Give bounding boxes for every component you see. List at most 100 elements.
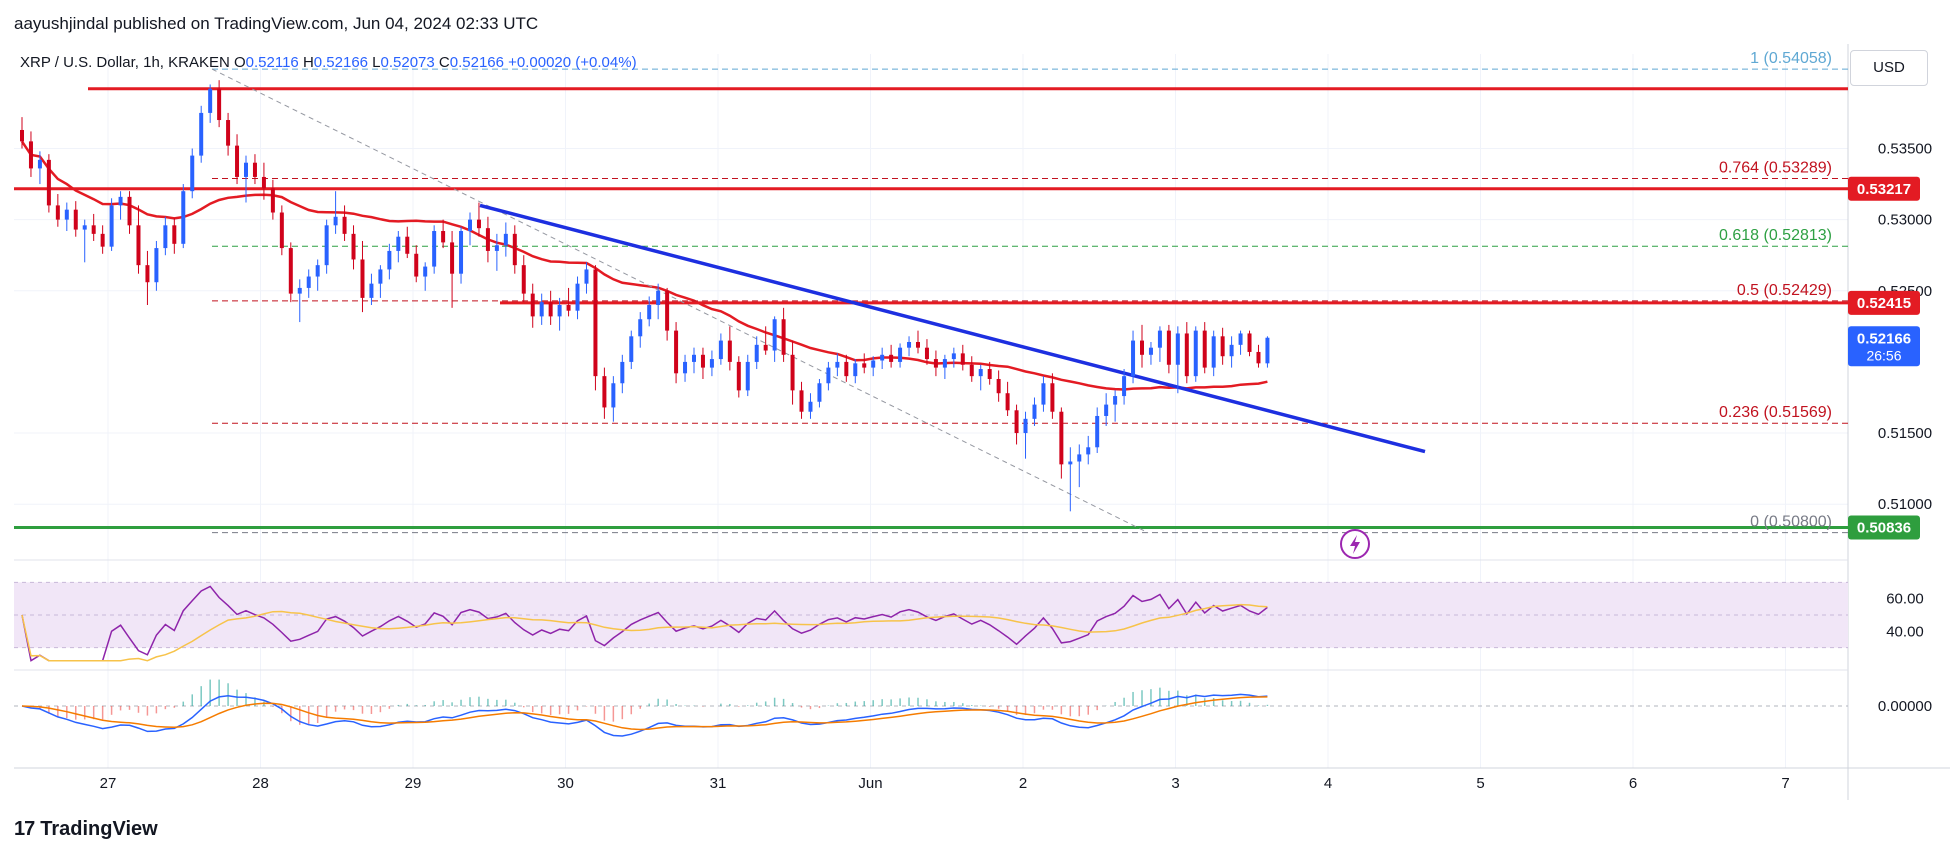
candle (217, 80, 222, 128)
candle-body (405, 236, 410, 254)
candle (1113, 390, 1118, 422)
candle (208, 84, 213, 123)
price-tick-label: 0.53000 (1878, 212, 1932, 229)
candle (1193, 326, 1198, 382)
candle-body (1059, 411, 1064, 465)
candle (969, 356, 974, 382)
candle (933, 350, 938, 377)
candle (468, 212, 472, 246)
candle (145, 250, 150, 305)
candle-body (217, 88, 222, 121)
candle-body (199, 112, 204, 156)
tradingview-brand[interactable]: 17 TradingView (14, 818, 158, 841)
candle-body (1193, 330, 1198, 377)
candle-body (1005, 393, 1010, 411)
chart-overlay: 1 (0.54058) 0.764 (0.53289) 0.618 (0.52813… (14, 50, 1848, 737)
candle-body (700, 354, 705, 368)
macd-signal-line (21, 696, 1268, 731)
candle (459, 226, 464, 284)
candle (584, 262, 589, 294)
candle-body (584, 269, 589, 284)
candle-body (916, 341, 920, 348)
alert-icon[interactable] (1340, 529, 1370, 559)
candle (647, 296, 652, 327)
candle (414, 245, 419, 283)
candle-body (181, 191, 186, 244)
candle (548, 290, 553, 325)
price-axis-label-bg (1848, 176, 1920, 201)
candle-body (109, 205, 114, 247)
candle (907, 336, 912, 357)
candle-body (1220, 336, 1225, 357)
candle-body (55, 205, 60, 220)
candle (181, 184, 186, 249)
candle-body (297, 287, 302, 294)
candle (1005, 381, 1010, 416)
candle (73, 201, 78, 237)
candle-body (145, 265, 150, 283)
candle (727, 326, 732, 371)
candle-body (933, 359, 938, 368)
candle-body (172, 225, 177, 244)
candle-body (781, 319, 786, 355)
candle (593, 265, 598, 391)
candle-body (468, 219, 472, 232)
chart-grid (14, 54, 1848, 768)
currency-button[interactable]: USD (1850, 50, 1928, 86)
candle (1050, 373, 1055, 419)
candle-body (1077, 454, 1082, 462)
candle (826, 361, 831, 391)
fib-level-label: 1 (0.54058) (1750, 50, 1832, 67)
candle-body (575, 283, 580, 311)
moving-average-line (20, 140, 1268, 391)
time-tick-label: 28 (252, 775, 269, 792)
time-tick-label: 31 (710, 775, 727, 792)
candle (602, 367, 607, 419)
candle (109, 198, 114, 251)
candle-body (1032, 404, 1037, 419)
chart-axes: 2728293031Jun2345670.510000.515000.52500… (14, 44, 1950, 800)
fib-level-label: 0.764 (0.53289) (1719, 160, 1832, 177)
candle (1095, 407, 1100, 453)
candle-body (1157, 330, 1162, 348)
candle (611, 376, 616, 422)
candle-body (826, 367, 831, 384)
candle (1032, 397, 1037, 426)
candle-body (503, 233, 508, 246)
price-axis-label: 0.50836 (1848, 515, 1920, 540)
candle (871, 356, 876, 377)
candle (396, 231, 401, 263)
candle (154, 240, 159, 291)
candle (674, 322, 679, 384)
candle-body (1131, 340, 1136, 377)
candle (575, 276, 580, 320)
candle-body (1041, 383, 1046, 405)
candle (512, 225, 517, 274)
candle (441, 219, 446, 249)
price-axis-label-bg (1848, 515, 1920, 540)
candle (432, 225, 437, 274)
candle (1220, 327, 1225, 365)
candle-body (557, 305, 562, 317)
candle-body (898, 347, 903, 362)
price-axis-label: 0.53217 (1848, 176, 1920, 201)
candle-body (1202, 330, 1207, 368)
candle-body (252, 162, 257, 177)
candle-body (1122, 376, 1127, 397)
candle-body (611, 383, 616, 408)
candle-body (1023, 418, 1028, 434)
candle-body (73, 209, 78, 230)
candle (1131, 330, 1136, 384)
candle-body (118, 196, 123, 206)
candle (853, 359, 858, 384)
candle-body (279, 212, 284, 249)
price-axis-label-text: 0.53217 (1857, 181, 1911, 198)
candle-body (692, 354, 696, 362)
candle-body (790, 354, 795, 391)
candle-body (450, 242, 455, 274)
candle (118, 191, 123, 220)
candle (190, 148, 195, 199)
time-tick-label: 4 (1324, 775, 1332, 792)
